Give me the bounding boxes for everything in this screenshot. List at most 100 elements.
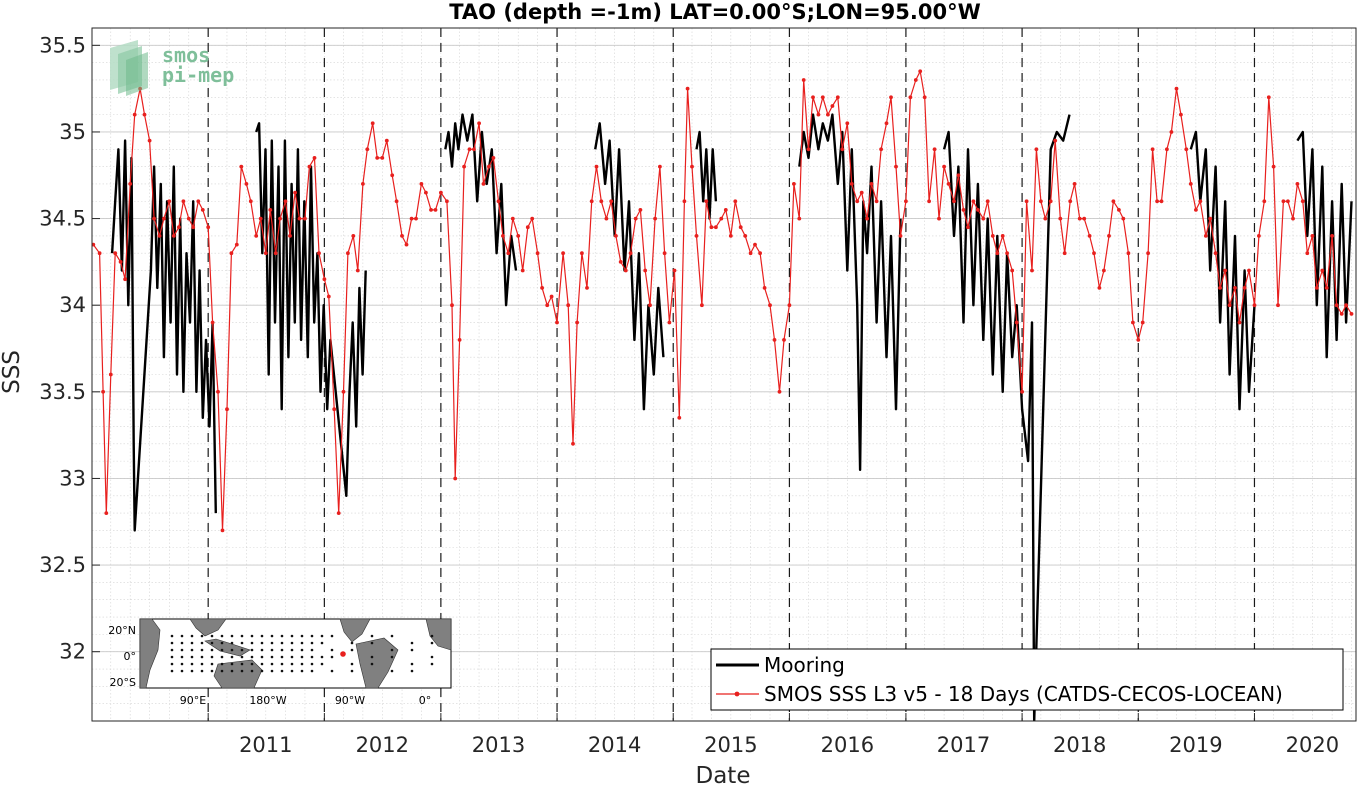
data-point-smos <box>1291 216 1295 221</box>
data-point-smos <box>293 190 297 195</box>
data-point-smos <box>704 199 709 204</box>
data-point-smos <box>128 182 133 186</box>
legend-label-mooring: Mooring <box>764 653 845 677</box>
data-point-smos <box>816 112 821 117</box>
data-point-smos <box>317 251 321 256</box>
data-point-smos <box>216 389 220 394</box>
series-line-mooring <box>594 122 665 411</box>
mooring-dot <box>210 648 214 652</box>
data-point-smos <box>762 286 767 290</box>
data-point-smos <box>118 260 123 264</box>
mooring-dot <box>300 648 304 652</box>
data-point-smos <box>1024 199 1029 204</box>
mooring-dot <box>320 634 324 638</box>
mooring-dot <box>280 634 284 638</box>
central-america-landmass <box>339 618 371 643</box>
data-point-smos <box>1039 199 1043 204</box>
data-point-smos <box>108 372 113 377</box>
mooring-dot <box>180 648 184 652</box>
mooring-dot <box>200 648 204 652</box>
data-point-smos <box>1262 199 1267 204</box>
data-point-smos <box>516 234 521 238</box>
mooring-dot <box>290 634 294 638</box>
y-tick-label: 35 <box>59 120 86 144</box>
mooring-dot <box>170 669 174 673</box>
data-point-smos <box>535 251 540 256</box>
inset-lat-label-0: 0° <box>124 650 137 663</box>
data-point-smos <box>273 251 278 256</box>
data-point-smos <box>171 234 176 238</box>
data-point-smos <box>1208 216 1213 221</box>
data-point-smos <box>667 320 672 325</box>
data-point-smos <box>457 338 462 342</box>
data-point-smos <box>450 303 454 308</box>
mooring-dot <box>310 662 314 666</box>
data-point-smos <box>1048 199 1053 204</box>
data-point-smos <box>589 199 594 204</box>
data-point-smos <box>439 190 443 195</box>
mooring-dot <box>390 655 394 659</box>
mooring-dot <box>260 648 264 652</box>
west-africa-landmass <box>425 618 452 651</box>
data-point-smos <box>1344 303 1348 308</box>
data-point-smos <box>985 199 990 204</box>
data-point-smos <box>477 121 481 126</box>
series-line-mooring <box>798 113 902 471</box>
mooring-dot <box>190 655 194 659</box>
data-point-smos <box>200 208 205 212</box>
mooring-dot <box>390 648 394 652</box>
data-point-smos <box>297 216 302 221</box>
data-point-smos <box>633 216 638 221</box>
data-point-smos <box>1126 251 1131 256</box>
mooring-dot <box>220 662 224 666</box>
data-point-smos <box>904 199 908 204</box>
data-point-smos <box>1349 312 1354 316</box>
data-point-smos <box>889 95 893 100</box>
mooring-dot <box>390 634 394 638</box>
series-line-mooring <box>695 130 718 220</box>
data-point-smos <box>263 251 268 256</box>
data-point-smos <box>1233 286 1237 290</box>
inset-lon-label-90w: 90°W <box>335 694 365 707</box>
plot-area: 32 32.5 33 33.5 34 34.5 35 35.5 2011 2012 2013 2014… <box>39 27 1357 757</box>
data-point-smos <box>258 216 263 221</box>
mooring-dot <box>210 669 214 673</box>
mooring-dot <box>280 655 284 659</box>
mooring-dot <box>310 648 314 652</box>
mooring-dot <box>270 641 274 645</box>
mooring-dot <box>370 641 374 645</box>
data-point-smos <box>682 199 687 204</box>
mooring-dot <box>200 662 204 666</box>
data-point-smos <box>196 199 201 204</box>
data-point-smos <box>840 147 845 152</box>
mooring-dot <box>210 641 214 645</box>
mooring-dot <box>290 669 294 673</box>
data-point-smos <box>714 225 718 230</box>
data-point-smos <box>1305 251 1310 256</box>
data-point-smos <box>445 199 449 204</box>
mooring-dot <box>240 662 244 666</box>
series-line-mooring <box>1296 130 1353 359</box>
mooring-dot <box>330 648 334 652</box>
data-point-smos <box>1117 208 1121 212</box>
data-point-smos <box>92 242 96 247</box>
inset-lon-label-90e: 90°E <box>180 694 206 707</box>
mooring-dot <box>240 648 244 652</box>
data-point-smos <box>728 234 733 238</box>
x-tick-label: 2012 <box>356 733 409 757</box>
y-tick-label: 33 <box>59 466 86 490</box>
mooring-dot <box>180 655 184 659</box>
data-point-smos <box>918 69 923 74</box>
data-point-smos <box>990 234 995 238</box>
data-point-smos <box>690 164 694 169</box>
mooring-dot <box>220 648 224 652</box>
data-point-smos <box>932 147 937 152</box>
y-axis-title: SSS <box>0 350 25 394</box>
data-point-smos <box>506 251 511 256</box>
data-point-smos <box>956 173 961 178</box>
data-point-smos <box>1087 234 1092 238</box>
data-point-smos <box>1198 199 1203 204</box>
data-point-smos <box>220 528 225 533</box>
mooring-dot <box>180 641 184 645</box>
data-point-smos <box>1043 216 1048 221</box>
